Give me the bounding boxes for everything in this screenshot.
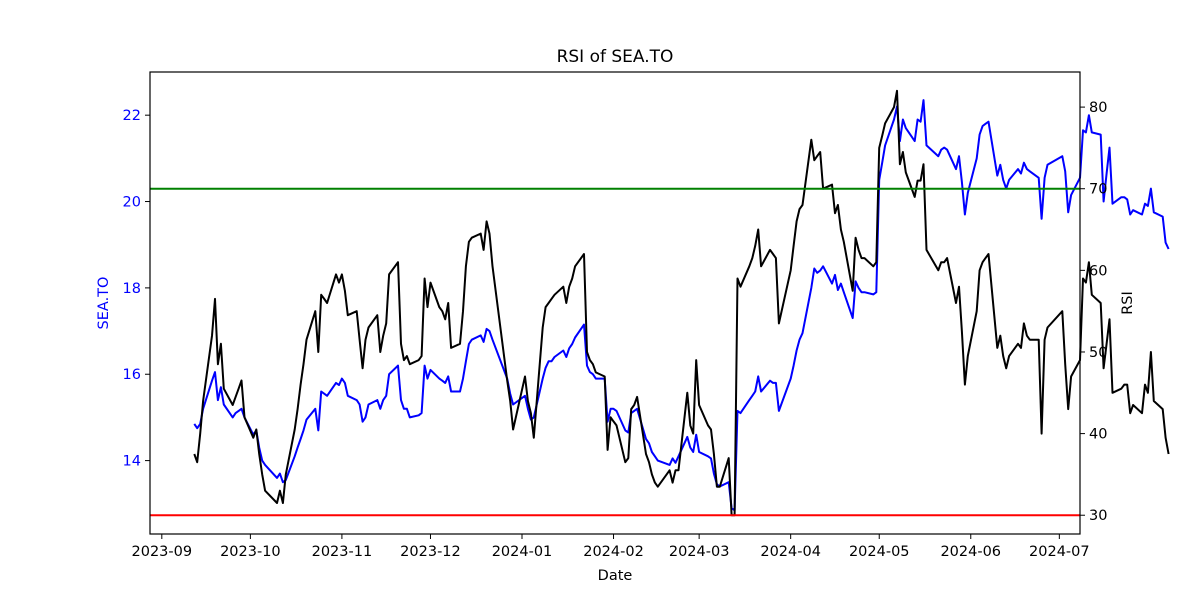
y-right-tick-label: 80 [1089,100,1107,116]
price-series-line [193,99,1170,512]
x-tick-label: 2023-10 [220,544,281,560]
y-axis-left: 14 16 18 20 22 [123,108,150,470]
x-axis-label: Date [598,568,633,584]
y-right-tick-label: 40 [1089,427,1107,443]
y-right-tick-label: 70 [1089,182,1107,198]
plot-area [150,89,1170,517]
y-left-tick-label: 14 [123,454,141,470]
x-tick-label: 2024-02 [583,544,644,560]
plot-frame [149,71,1081,535]
y-right-tick-label: 30 [1089,508,1107,524]
y-axis-right-label: RSI [1120,291,1136,315]
x-tick-label: 2023-09 [132,544,193,560]
y-right-tick-label: 60 [1089,263,1107,279]
rsi-series-line [193,89,1170,517]
y-left-tick-label: 16 [123,367,141,383]
y-left-tick-label: 20 [123,195,141,211]
x-tick-label: 2024-04 [760,544,821,560]
y-axis-left-label: SEA.TO [96,277,112,330]
y-left-tick-label: 22 [123,108,141,124]
x-tick-label: 2024-03 [669,544,730,560]
x-tick-label: 2024-07 [1029,544,1090,560]
y-right-tick-label: 50 [1089,345,1107,361]
x-tick-label: 2024-01 [492,544,553,560]
x-tick-label: 2024-06 [940,544,1001,560]
y-axis-right: 30 40 50 60 70 80 [1080,100,1107,524]
y-left-tick-label: 18 [123,281,141,297]
chart-title: RSI of SEA.TO [557,47,674,67]
x-tick-label: 2023-12 [400,544,461,560]
x-tick-label: 2023-11 [312,544,373,560]
x-tick-label: 2024-05 [849,544,910,560]
x-axis: 2023-09 2023-10 2023-11 2023-12 2024-01 2024-… [132,534,1090,560]
